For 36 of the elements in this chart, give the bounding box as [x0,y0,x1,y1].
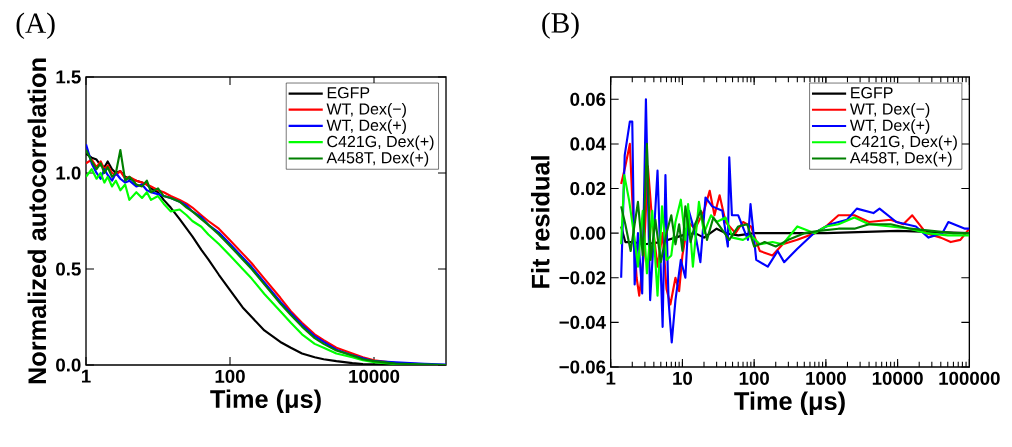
y-tick-label: −0.04 [559,315,606,329]
x-tick-label: 1000 [806,371,846,385]
legend-label: C421G, Dex(+) [327,135,434,151]
x-tick-label: 10 [673,371,693,385]
y-tick-label: 0.04 [570,137,606,151]
x-tick-label: 100000 [939,371,1000,385]
legend-label: WT, Dex(+) [849,119,930,135]
legend-label: WT, Dex(−) [326,102,406,118]
legend-label: WT, Dex(−) [849,102,930,118]
x-tick-label: 1 [81,369,91,383]
x-tick-label: 100 [215,369,245,383]
x-tick-label: 1 [606,371,616,385]
y-tick-label: 0.00 [570,226,606,240]
y-tick-label: −0.02 [559,271,606,285]
x-tick-label: 10000 [349,369,400,383]
x-axis-title: Time (μs) [210,389,321,414]
y-tick-label: 0.5 [56,262,81,276]
y-tick-label: 0.0 [56,358,81,372]
y-tick-label: 0.02 [570,181,606,196]
x-axis-title: Time (μs) [734,391,845,416]
chart-title: (A) [16,12,55,40]
y-tick-label: 1.5 [56,70,81,84]
legend-label: C421G, Dex(+) [850,135,957,151]
y-axis-title: Normalized autocorrelation [27,58,47,384]
legend-label: EGFP [851,87,893,99]
x-tick-label: 100 [739,371,769,385]
legend-label: EGFP [327,87,370,99]
legend-label: A458T, Dex(+) [326,151,429,167]
y-tick-label: −0.06 [559,360,606,374]
y-axis-title: Fit residual [530,156,550,288]
y-tick-label: 0.06 [570,92,606,106]
x-tick-label: 10000 [872,371,923,385]
chart-title: (B) [542,12,579,39]
legend-label: A458T, Dex(+) [849,151,952,167]
y-tick-label: 1.0 [56,166,81,180]
legend-label: WT, Dex(+) [326,119,406,135]
